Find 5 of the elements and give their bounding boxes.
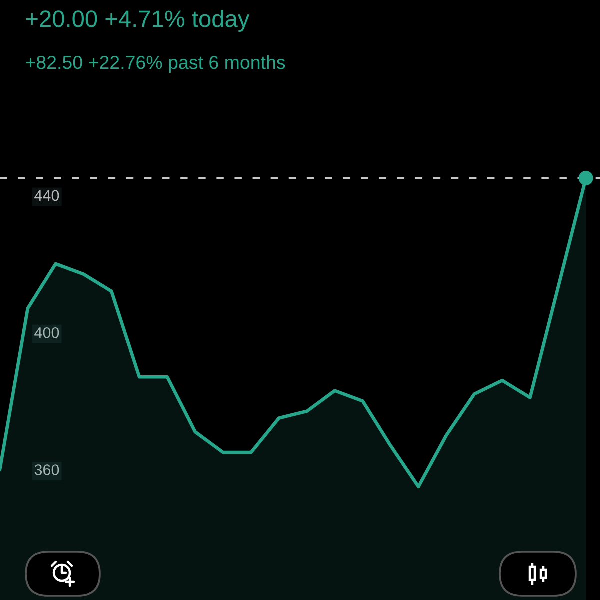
chart-title: +20.00 +4.71% today: [26, 10, 250, 32]
y-tick-label: 400: [34, 327, 60, 338]
y-tick-label: 360: [34, 464, 60, 476]
text: +82.50 +22.76% past 6 months: [26, 55, 286, 73]
y-tick-label: 440: [34, 190, 60, 202]
